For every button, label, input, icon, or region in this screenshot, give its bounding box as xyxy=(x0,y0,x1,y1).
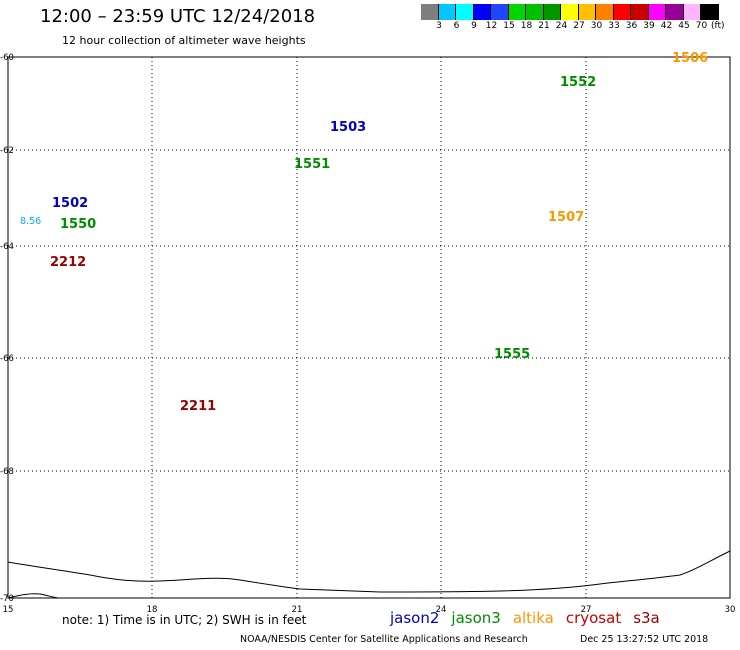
color-scale-tick: 6 xyxy=(453,21,460,31)
graticule xyxy=(8,57,730,598)
color-scale-tick: 15 xyxy=(503,21,515,31)
longitude-label: 21 xyxy=(292,605,303,615)
color-swatch xyxy=(683,4,701,20)
color-scale-tick: 45 xyxy=(678,21,690,31)
color-scale-tick: 21 xyxy=(538,21,550,31)
color-swatch xyxy=(596,4,614,20)
page-title: 12:00 – 23:59 UTC 12/24/2018 xyxy=(40,6,316,27)
color-scale-tick: 18 xyxy=(520,21,533,31)
color-swatch xyxy=(421,4,439,20)
latitude-label: -66 xyxy=(0,354,14,364)
color-scale-unit: (ft) xyxy=(711,21,725,31)
color-swatch xyxy=(526,4,544,20)
pass-number-label: 2212 xyxy=(50,255,86,270)
latitude-label: -60 xyxy=(0,53,14,63)
page-subtitle: 12 hour collection of altimeter wave hei… xyxy=(62,34,306,47)
color-swatch xyxy=(666,4,684,20)
satellite-legend-item: altika xyxy=(512,609,554,627)
pass-number-label: 1502 xyxy=(52,196,88,211)
coastline-fragment xyxy=(7,593,61,599)
color-swatch xyxy=(543,4,561,20)
latitude-label: -64 xyxy=(0,242,14,252)
footer-credit: NOAA/NESDIS Center for Satellite Applica… xyxy=(240,634,528,645)
color-scale-tick: 39 xyxy=(643,21,655,31)
color-scale-tick: 27 xyxy=(573,21,585,31)
longitude-label: 24 xyxy=(436,605,447,615)
color-scale-tick: 12 xyxy=(485,21,498,31)
color-swatch xyxy=(456,4,474,20)
color-swatch xyxy=(473,4,491,20)
satellite-legend-item: s3a xyxy=(633,609,660,627)
longitude-label: 15 xyxy=(3,605,14,615)
color-swatch xyxy=(438,4,456,20)
pass-number-label: 1550 xyxy=(60,217,96,232)
antarctic-coastline xyxy=(7,550,731,593)
satellite-legend-item: jason3 xyxy=(451,609,501,627)
wave-height-values: 8.56 xyxy=(20,216,41,227)
pass-number-label: 2211 xyxy=(180,399,216,414)
color-scale-tick: 3 xyxy=(436,21,442,31)
color-scale-bar xyxy=(421,4,719,20)
satellite-legend-item: cryosat xyxy=(565,609,622,627)
color-swatch xyxy=(508,4,526,20)
color-swatch xyxy=(578,4,596,20)
color-scale-tick: 70 xyxy=(695,21,708,31)
color-swatch xyxy=(701,4,719,20)
pass-number-label: 1507 xyxy=(548,210,584,225)
color-scale-tick: 36 xyxy=(625,21,638,31)
latitude-label: -68 xyxy=(0,467,14,477)
pass-number-label: 1506 xyxy=(672,51,708,66)
footer-timestamp: Dec 25 13:27:52 UTC 2018 xyxy=(580,634,709,645)
longitude-label: 18 xyxy=(147,605,158,615)
longitude-label: 30 xyxy=(725,605,736,615)
pass-number-label: 1552 xyxy=(560,75,596,90)
pass-number-labels: 1502 1503 1550 1551 1552 1506 1507 2212 2211 1555 xyxy=(50,51,708,414)
longitude-label: 27 xyxy=(581,605,592,615)
map-frame xyxy=(7,56,731,599)
color-scale-tick: 9 xyxy=(471,21,477,31)
color-swatch xyxy=(648,4,666,20)
color-scale-tick: 24 xyxy=(555,21,568,31)
pass-number-label: 1555 xyxy=(494,347,530,362)
satellite-legend: jason2 jason3 altika cryosat s3a xyxy=(390,609,672,627)
color-scale-tick: 30 xyxy=(590,21,603,31)
pass-number-label: 1503 xyxy=(330,120,366,135)
color-scale-tick: 33 xyxy=(608,21,620,31)
pass-number-label: 1551 xyxy=(294,157,330,172)
satellite-legend-item: jason2 xyxy=(390,609,440,627)
color-swatch xyxy=(631,4,649,20)
color-swatch xyxy=(491,4,509,20)
wave-height-value: 8.56 xyxy=(20,216,41,227)
color-swatch xyxy=(613,4,631,20)
color-scale-tick: 42 xyxy=(660,21,673,31)
latitude-label: -70 xyxy=(0,594,14,604)
latitude-label: -62 xyxy=(0,146,14,156)
color-swatch xyxy=(561,4,579,20)
footer-note: note: 1) Time is in UTC; 2) SWH is in fe… xyxy=(62,613,307,627)
